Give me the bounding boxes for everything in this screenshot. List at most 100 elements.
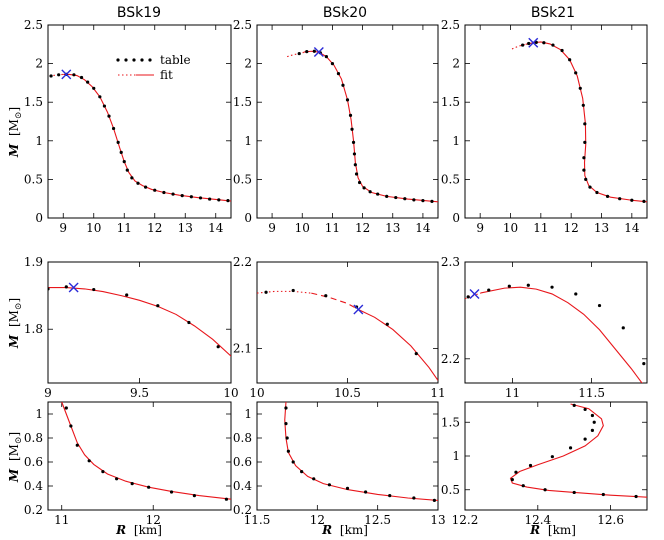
table-point [510,478,514,482]
table-point [98,95,102,99]
y-tick-label: 0.2 [233,503,252,517]
table-point [583,122,587,126]
table-point [285,436,289,440]
table-point [582,156,586,160]
x-tick-label: 10 [295,221,310,235]
x-tick-label: 12.5 [364,513,391,527]
table-point [543,488,547,492]
table-point [130,176,134,180]
table-point [187,320,191,325]
y-tick-label: 0.4 [24,479,43,493]
x-tick-label: 11.5 [244,513,271,527]
table-point [353,163,357,167]
table-point [107,114,111,118]
svg-text:M [M⊙]: M [M⊙] [7,432,24,483]
x-tick-label: 10 [503,221,518,235]
y-tick-label: 0.5 [441,172,460,186]
table-point [171,192,175,196]
x-tick-label: 12 [310,513,325,527]
table-point [125,168,129,172]
column-title-bsk19: BSk19 [117,5,161,21]
fit-line [284,402,438,501]
table-point [357,180,362,185]
panel-bsk20-row-0: 9 10 11 12 13 14 0 0.5 1 1.5 2 2.5 [233,18,439,235]
x-tick-label: 12.6 [597,513,624,527]
table-point [412,198,416,202]
y-tick-label: 2.5 [441,18,460,32]
plot-frame [47,24,232,219]
table-point [291,460,295,464]
table-point [376,192,380,196]
y-tick-label: 2.3 [441,255,460,269]
x-tick-label: 9 [268,221,276,235]
table-point [144,185,148,189]
table-point [394,195,398,200]
fit-line [509,403,647,498]
table-point [147,485,151,489]
table-point [327,483,331,487]
table-point [584,177,588,181]
y-tick-label: 0 [244,211,252,225]
y-tick-label: 0.6 [233,455,252,469]
xlabel-col-1: R [km] [321,523,368,537]
table-point [92,287,96,292]
table-point [286,449,290,453]
table-point [75,443,79,447]
maximum-mass-marker [353,304,364,315]
fit-line [358,309,438,381]
x-tick-label: 13 [178,221,193,235]
table-point [403,197,407,201]
table-point [583,407,587,412]
table-point [189,195,193,199]
plot-area [511,37,647,204]
maximum-mass-marker [528,37,539,48]
x-tick-label: 11 [430,386,445,400]
table-point [297,51,301,56]
x-tick-label: 11.5 [578,386,605,400]
table-point [48,287,50,291]
table-point [421,199,425,203]
y-tick-label: 1.5 [24,95,43,109]
y-tick-label: 0 [35,211,43,225]
table-point [224,497,229,501]
table-point [592,420,596,424]
legend-table-label: table [160,53,191,67]
ylabel-unit-close: ] [7,107,21,112]
table-point [601,492,605,497]
table-point [351,140,356,144]
table-point [352,152,357,156]
y-tick-label: 2 [244,57,252,71]
table-point [487,288,491,292]
table-point [362,186,366,190]
table-point [568,446,573,450]
ylabel-unit-close: ] [7,298,21,303]
y-tick-label: 2.2 [441,352,460,366]
y-tick-label: 0.5 [441,483,460,497]
table-point [180,194,184,198]
table-point [630,198,634,202]
table-point [116,140,120,144]
x-tick-label: 9.5 [130,386,149,400]
xlabel-symbol: R [529,523,540,537]
x-tick-label: 14 [624,221,640,235]
table-point [169,490,174,494]
x-tick-label: 14 [415,221,431,235]
ylabel-row-2: M [M⊙] [7,432,24,483]
x-tick-label: 12 [146,513,161,527]
table-point [621,326,625,330]
table-point [581,103,585,107]
table-point [153,188,157,192]
table-point [130,482,134,486]
x-tick-label: 13 [385,221,400,235]
table-point [324,55,328,59]
plot-frame [464,24,648,219]
y-tick-label: 0 [452,211,460,225]
table-point [528,463,533,468]
table-point [560,48,564,53]
fit-line [63,73,231,202]
table-point [291,288,295,293]
table-point [521,484,525,488]
x-tick-label: 12.4 [524,513,551,527]
